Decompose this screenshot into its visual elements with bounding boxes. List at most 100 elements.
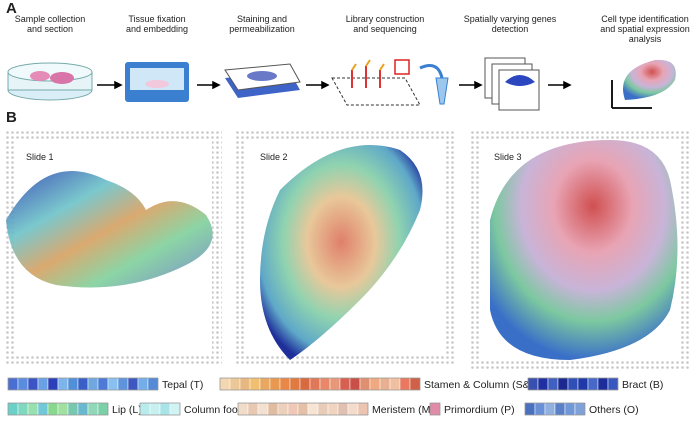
legend-label: Others (O) bbox=[589, 404, 639, 416]
step-label: analysis bbox=[629, 34, 662, 44]
legend-label: Primordium (P) bbox=[444, 404, 515, 416]
legend-swatch bbox=[287, 402, 299, 416]
legend-swatch bbox=[117, 377, 129, 391]
legend-swatch bbox=[359, 377, 371, 391]
legend-swatch bbox=[87, 402, 99, 416]
panel-label: B bbox=[6, 109, 17, 126]
legend-swatch bbox=[87, 377, 99, 391]
legend-swatch bbox=[389, 377, 401, 391]
legend-label: Stamen & Column (S&C) bbox=[424, 379, 541, 391]
legend-label: Column foot bbox=[184, 404, 241, 416]
step-label: Spatially varying genes bbox=[464, 14, 557, 24]
legend-swatch bbox=[527, 377, 539, 391]
step-label: permeabilization bbox=[229, 24, 295, 34]
legend-swatch bbox=[337, 402, 349, 416]
legend-swatch bbox=[429, 402, 441, 416]
step-label: Staining and bbox=[237, 14, 287, 24]
legend-swatch bbox=[357, 402, 369, 416]
legend-swatch bbox=[259, 377, 271, 391]
legend-swatch bbox=[47, 402, 59, 416]
legend-swatch bbox=[107, 377, 119, 391]
legend-swatch bbox=[27, 377, 39, 391]
legend-swatch bbox=[97, 402, 109, 416]
legend-swatch bbox=[399, 377, 411, 391]
legend-swatch bbox=[37, 402, 49, 416]
legend-swatch bbox=[347, 402, 359, 416]
step-label: and sequencing bbox=[353, 24, 417, 34]
legend-swatch bbox=[149, 402, 161, 416]
step-label: and section bbox=[27, 24, 73, 34]
legend-swatch bbox=[257, 402, 269, 416]
legend-swatch bbox=[97, 377, 109, 391]
legend-swatch bbox=[577, 377, 589, 391]
legend-swatch bbox=[267, 402, 279, 416]
slide-images bbox=[4, 130, 690, 370]
legend-swatch bbox=[534, 402, 546, 416]
step-label: detection bbox=[492, 24, 529, 34]
legend-swatch bbox=[47, 377, 59, 391]
legend-swatch-border bbox=[237, 402, 369, 416]
legend-swatch-border bbox=[7, 377, 159, 391]
workflow-icons bbox=[7, 57, 676, 111]
legend-swatch bbox=[349, 377, 361, 391]
legend-swatch bbox=[237, 402, 249, 416]
legend-swatch bbox=[17, 377, 29, 391]
legend-swatch bbox=[67, 377, 79, 391]
legend-swatch bbox=[567, 377, 579, 391]
legend-swatch bbox=[554, 402, 566, 416]
legend-swatch bbox=[289, 377, 301, 391]
legend-swatch bbox=[7, 402, 19, 416]
legend-swatch bbox=[299, 377, 311, 391]
legend-swatch bbox=[77, 402, 89, 416]
legend-swatch bbox=[557, 377, 569, 391]
step-label: and spatial expression bbox=[600, 24, 690, 34]
step-label: Tissue fixation bbox=[128, 14, 185, 24]
legend-swatch bbox=[327, 402, 339, 416]
legend-swatch-border bbox=[524, 402, 586, 416]
legend-swatch bbox=[547, 377, 559, 391]
slide-label: Slide 2 bbox=[260, 152, 288, 162]
legend-swatch bbox=[544, 402, 556, 416]
step-label: and embedding bbox=[126, 24, 188, 34]
legend-swatch-border bbox=[527, 377, 619, 391]
legend-swatch bbox=[524, 402, 536, 416]
legend-swatch bbox=[139, 402, 151, 416]
legend-swatch bbox=[7, 377, 19, 391]
panel-label: A bbox=[6, 0, 17, 17]
legend-swatch bbox=[169, 402, 181, 416]
legend-swatch-border bbox=[219, 377, 421, 391]
legend-label: Tepal (T) bbox=[162, 379, 203, 391]
legend-swatch bbox=[239, 377, 251, 391]
legend-swatch bbox=[537, 377, 549, 391]
legend-label: Meristem (M) bbox=[372, 404, 434, 416]
step-label: Cell type identification bbox=[601, 14, 689, 24]
slide-label: Slide 1 bbox=[26, 152, 54, 162]
legend-swatch bbox=[219, 377, 231, 391]
legend-swatch bbox=[77, 377, 89, 391]
legend-swatch bbox=[307, 402, 319, 416]
legend-swatch bbox=[319, 377, 331, 391]
legend-swatch bbox=[67, 402, 79, 416]
slide-label: Slide 3 bbox=[494, 152, 522, 162]
step-label: Library construction bbox=[346, 14, 425, 24]
legend-swatch bbox=[317, 402, 329, 416]
legend-swatch-border bbox=[429, 402, 441, 416]
legend-swatch bbox=[27, 402, 39, 416]
legend-swatch bbox=[379, 377, 391, 391]
legend-label: Bract (B) bbox=[622, 379, 663, 391]
legend-swatch bbox=[369, 377, 381, 391]
legend-swatch bbox=[309, 377, 321, 391]
legend-label: Lip (L) bbox=[112, 404, 142, 416]
legend-swatch bbox=[339, 377, 351, 391]
legend-swatch bbox=[159, 402, 171, 416]
legend-swatch bbox=[607, 377, 619, 391]
legend-swatch bbox=[297, 402, 309, 416]
legend-swatch bbox=[587, 377, 599, 391]
legend-swatch bbox=[147, 377, 159, 391]
legend-swatch bbox=[277, 402, 289, 416]
legend-swatch bbox=[329, 377, 341, 391]
legend-swatch bbox=[137, 377, 149, 391]
legend-swatch bbox=[57, 402, 69, 416]
legend-swatch bbox=[247, 402, 259, 416]
legend-swatch-border bbox=[7, 402, 109, 416]
